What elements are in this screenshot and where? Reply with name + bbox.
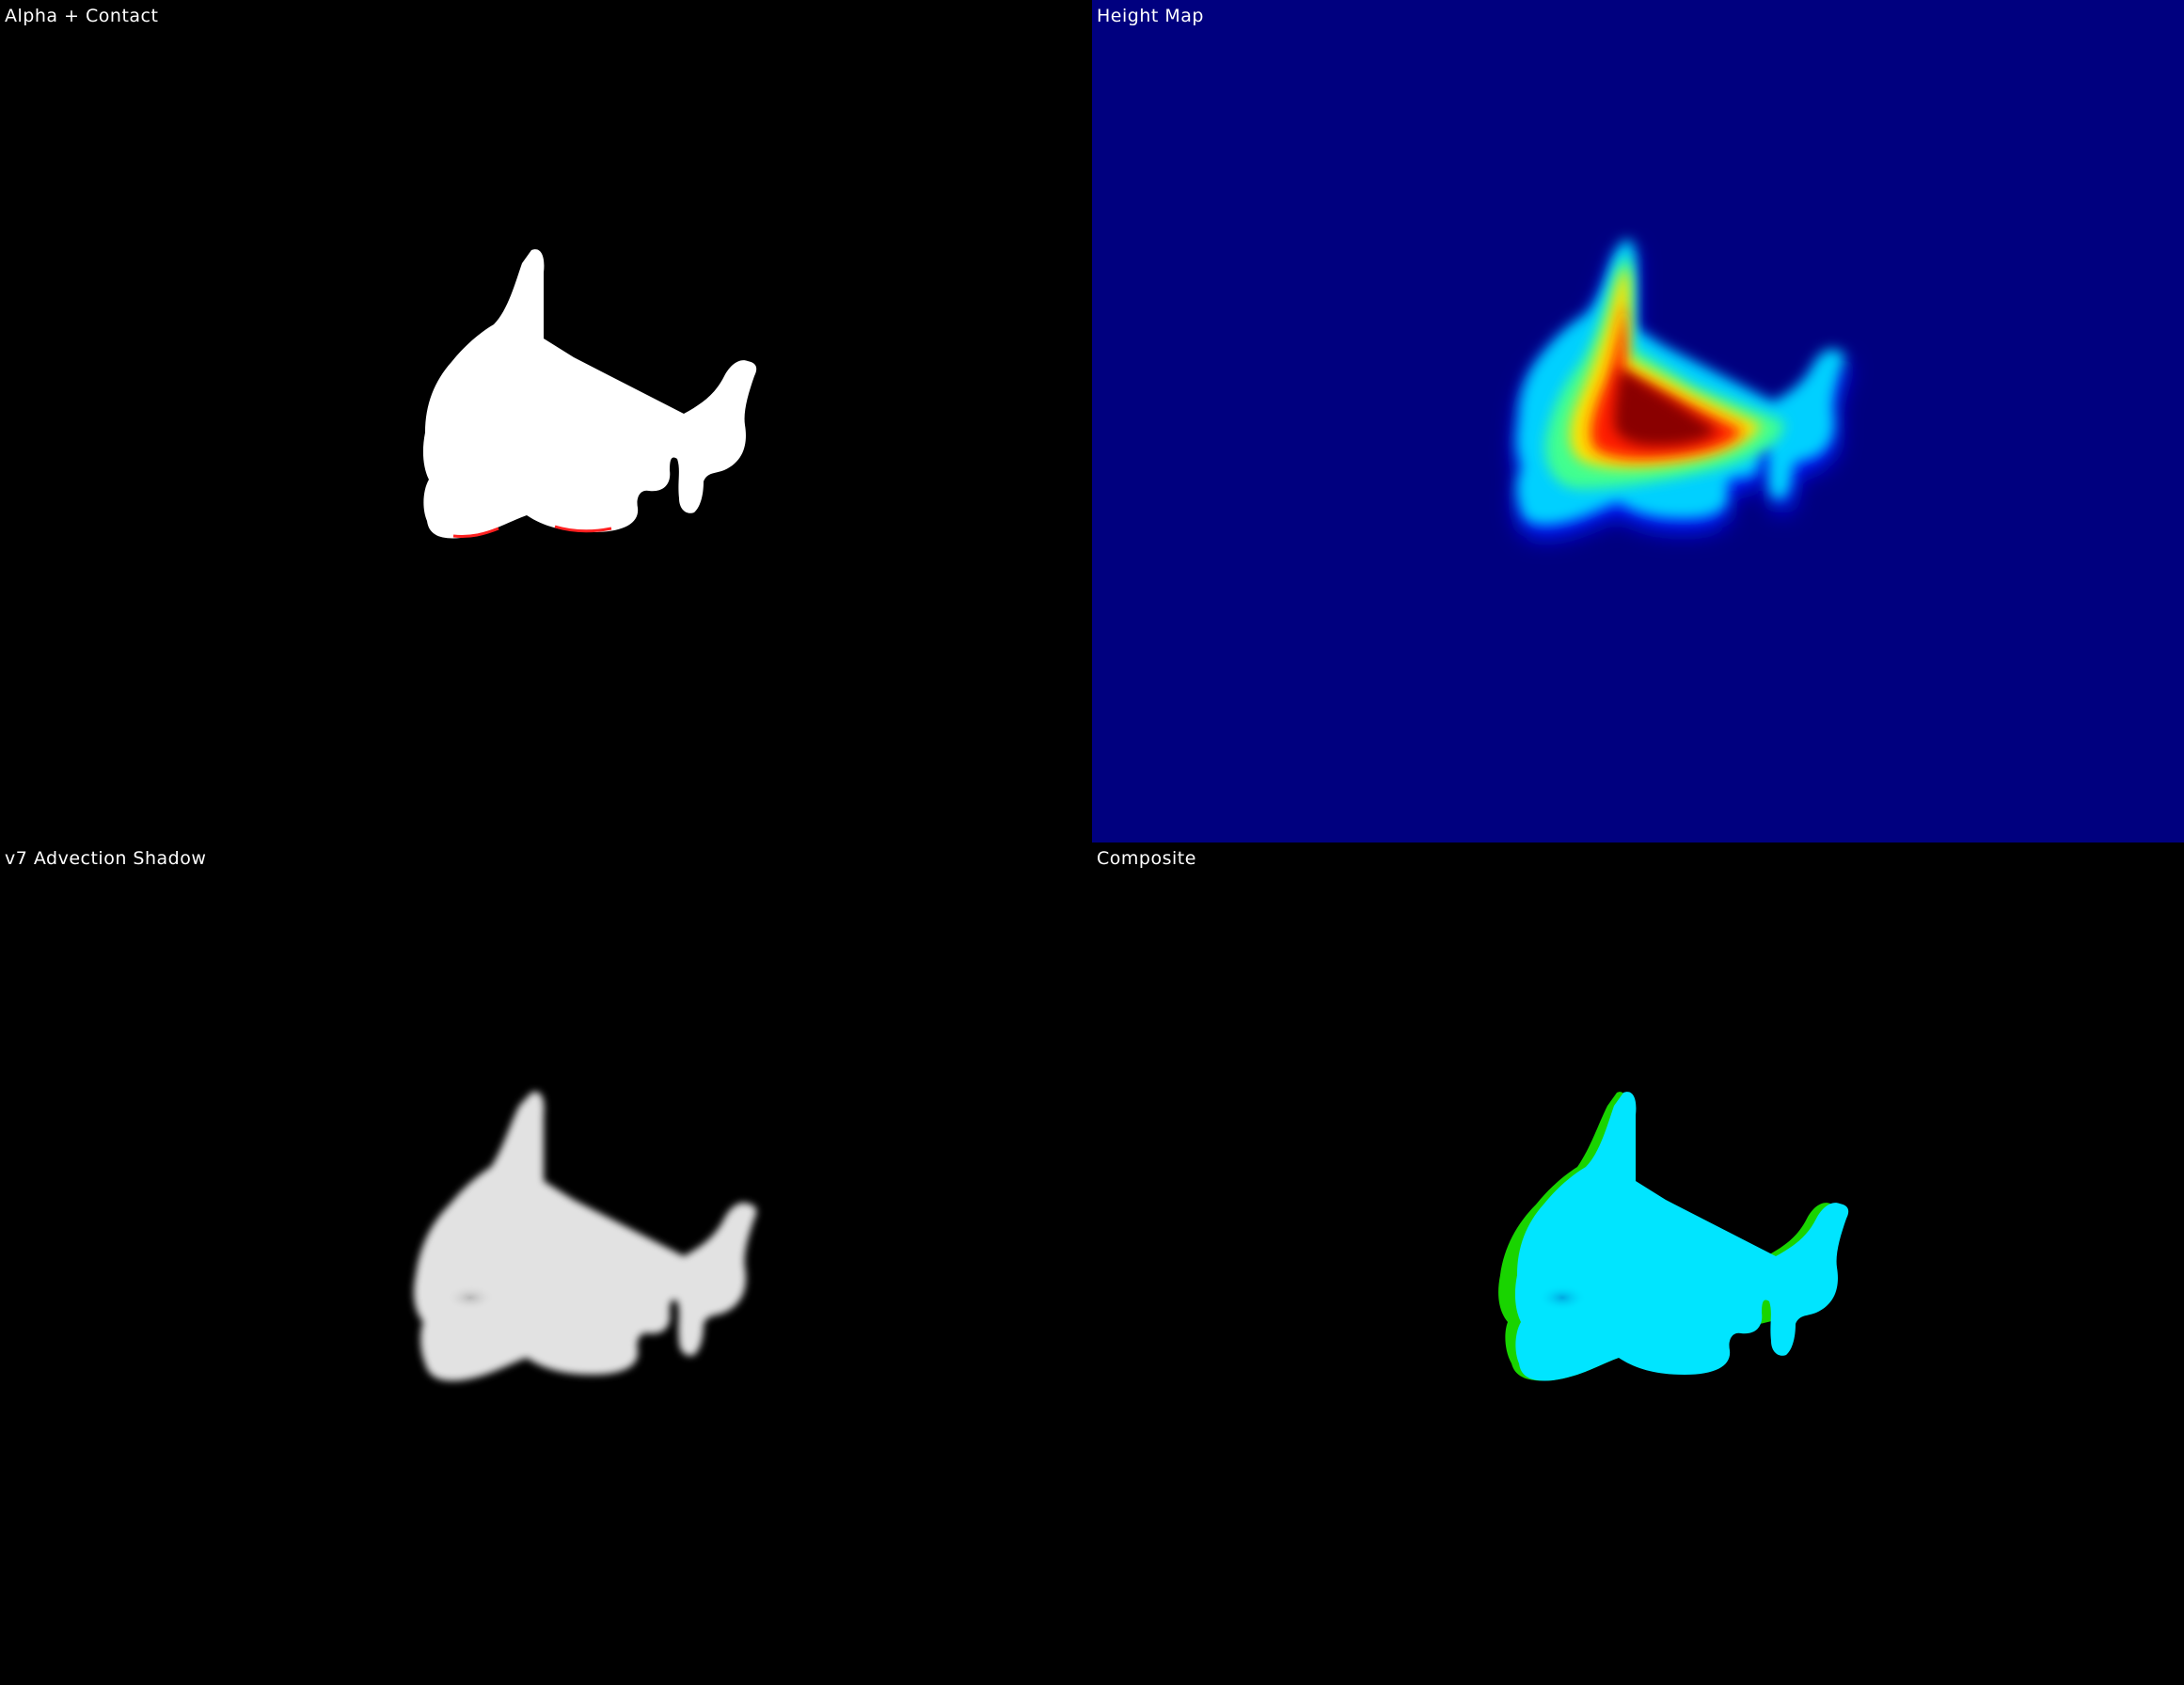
panel-alpha-contact: Alpha + Contact bbox=[0, 0, 1092, 842]
panel-composite: Composite bbox=[1092, 842, 2184, 1685]
panel-title: Height Map bbox=[1097, 6, 1204, 26]
panel-height-map: Height Map bbox=[1092, 0, 2184, 842]
shadow-shape bbox=[414, 1092, 757, 1381]
shadow-dimple bbox=[446, 1284, 495, 1311]
composite-dimple bbox=[1538, 1284, 1587, 1311]
shadow-viewport bbox=[414, 1092, 757, 1381]
height-peak bbox=[1614, 369, 1717, 446]
composite-viewport bbox=[1498, 1092, 1849, 1381]
alpha-mask-shape bbox=[422, 249, 757, 539]
composite-object-shape bbox=[1514, 1092, 1849, 1381]
panel-title: Alpha + Contact bbox=[5, 6, 159, 26]
panel-title: v7 Advection Shadow bbox=[5, 848, 207, 869]
panel-advection-shadow: v7 Advection Shadow bbox=[0, 842, 1092, 1685]
panel-title: Composite bbox=[1097, 848, 1196, 869]
alpha-viewport bbox=[422, 249, 757, 539]
contact-edge-left bbox=[452, 527, 499, 538]
heightmap-viewport bbox=[1514, 240, 1849, 539]
contact-edge-right bbox=[554, 525, 612, 533]
